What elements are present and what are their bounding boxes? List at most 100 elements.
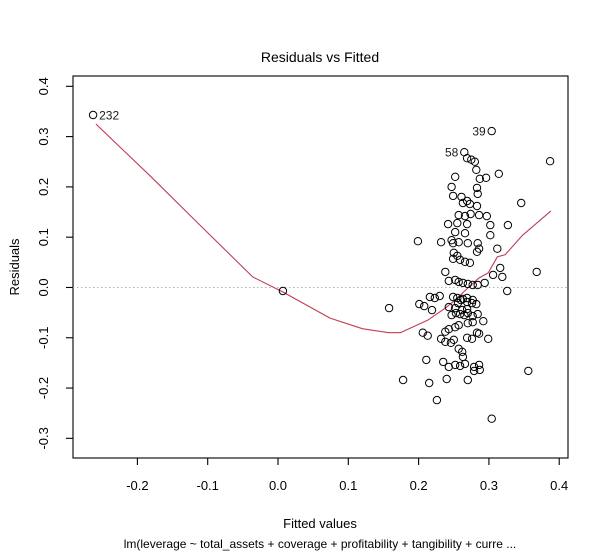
data-point	[423, 331, 432, 340]
data-point	[486, 231, 495, 240]
data-point	[413, 237, 423, 246]
data-point	[446, 338, 456, 347]
data-point	[479, 317, 488, 326]
data-point	[493, 244, 502, 253]
data-point	[448, 292, 458, 302]
data-point	[444, 362, 453, 372]
data-point	[278, 286, 288, 296]
data-point	[451, 172, 460, 182]
data-point	[472, 183, 482, 193]
data-point	[427, 305, 437, 315]
y-axis-ticks-group: -0.3 -0.2 -0.1 0.0 0.1 0.2 0.3 0.4	[36, 77, 73, 450]
outlier-label: 58	[445, 146, 459, 160]
data-point	[487, 126, 496, 136]
smooth-line	[95, 123, 552, 334]
data-point	[468, 280, 477, 290]
data-point	[442, 374, 451, 384]
data-point	[468, 311, 477, 321]
data-point	[453, 218, 462, 228]
data-point	[415, 299, 424, 309]
data-point	[473, 189, 482, 199]
data-point	[494, 169, 503, 179]
data-point	[463, 375, 472, 385]
data-point	[455, 361, 465, 371]
data-point	[462, 333, 472, 342]
data-point	[496, 263, 505, 273]
data-point	[441, 337, 450, 346]
data-point	[462, 196, 472, 206]
x-tick-label: -0.1	[196, 478, 218, 493]
data-point	[454, 210, 463, 220]
data-point	[481, 173, 491, 183]
data-point	[455, 255, 465, 264]
y-tick-label: -0.1	[36, 327, 51, 349]
x-tick-label: 0.1	[339, 478, 357, 493]
data-point	[451, 308, 461, 318]
y-tick-label: -0.3	[36, 427, 51, 449]
x-tick-label: 0.3	[480, 478, 498, 493]
y-tick-label: 0.3	[36, 128, 51, 146]
outlier-label: 39	[472, 125, 486, 139]
plot-title: Residuals vs Fitted	[261, 49, 379, 65]
y-tick-label: 0.2	[36, 178, 51, 196]
data-point	[463, 239, 472, 248]
data-point	[503, 286, 512, 296]
data-point	[422, 355, 431, 365]
data-point	[458, 198, 468, 208]
data-point	[430, 293, 439, 303]
model-formula-subtitle: lm(leverage ~ total_assets + coverage + …	[124, 537, 517, 551]
data-point	[425, 378, 434, 388]
x-axis-label: Fitted values	[283, 516, 357, 531]
data-point	[436, 334, 446, 343]
data-point	[457, 192, 466, 202]
data-point	[458, 352, 468, 362]
x-tick-label: -0.2	[126, 478, 148, 493]
data-point	[462, 293, 472, 303]
data-point	[443, 219, 453, 229]
data-point	[463, 308, 472, 318]
data-point	[439, 357, 448, 367]
data-point	[418, 328, 427, 337]
data-point	[473, 239, 482, 248]
data-point	[488, 270, 498, 280]
data-point	[454, 238, 463, 247]
data-point	[498, 272, 507, 282]
data-point	[469, 366, 479, 376]
data-point	[451, 227, 460, 237]
data-point	[545, 157, 555, 166]
data-point	[474, 360, 484, 370]
x-tick-label: 0.2	[410, 478, 428, 493]
y-tick-label: 0.1	[36, 228, 51, 246]
smooth-line-group	[95, 123, 552, 334]
data-point	[460, 359, 470, 369]
data-point	[524, 366, 533, 376]
y-tick-label: 0.4	[36, 77, 51, 95]
data-point	[451, 323, 460, 332]
data-point	[453, 298, 463, 308]
data-point	[480, 278, 489, 288]
data-point	[425, 292, 435, 302]
outlier-labels-group: 232 39 58	[99, 108, 486, 159]
data-point	[448, 239, 458, 248]
data-point	[88, 110, 98, 120]
data-point	[432, 395, 442, 405]
data-point	[448, 191, 458, 201]
x-axis-ticks-group: -0.2 -0.1 0.0 0.1 0.2 0.3 0.4	[126, 458, 568, 493]
data-point	[463, 319, 472, 328]
y-axis-label: Residuals	[7, 238, 22, 296]
data-point	[486, 220, 495, 230]
data-point	[460, 211, 470, 221]
data-point	[466, 209, 475, 219]
data-points-group	[88, 110, 555, 423]
data-point	[460, 229, 470, 238]
x-tick-label: 0.0	[269, 478, 287, 493]
data-point	[454, 277, 463, 287]
data-point	[451, 360, 460, 370]
data-point	[484, 334, 493, 343]
data-point	[465, 258, 475, 267]
data-point	[444, 302, 453, 312]
data-point	[475, 365, 484, 375]
data-point	[467, 298, 477, 308]
